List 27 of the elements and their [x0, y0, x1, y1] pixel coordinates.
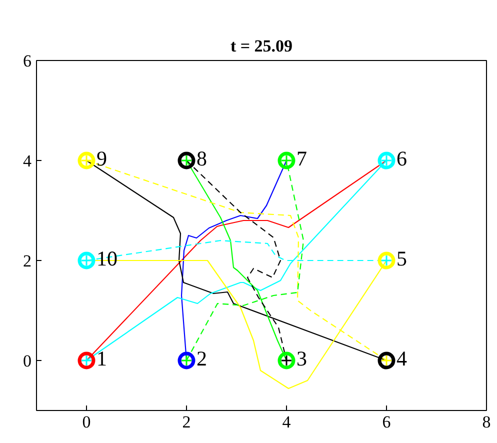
x-tick-label: 2 — [182, 412, 191, 432]
annotation: 2 — [196, 346, 207, 370]
y-tick-label: 0 — [23, 352, 32, 370]
annotation: 6 — [396, 146, 407, 170]
annotation: 1 — [96, 346, 107, 370]
annotation: 7 — [296, 146, 307, 170]
annotation: 9 — [96, 146, 107, 170]
point — [178, 152, 196, 170]
point — [378, 352, 396, 370]
point — [378, 252, 396, 270]
annotation: 8 — [196, 146, 207, 170]
chart-title: t = 25.09 — [230, 36, 293, 56]
y-tick-label: 4 — [23, 152, 32, 170]
point — [178, 352, 196, 370]
point — [78, 352, 96, 370]
x-tick-label: 6 — [382, 412, 391, 432]
y-tick-label: 2 — [23, 252, 32, 270]
x-tick-label: 4 — [282, 412, 292, 432]
annotation: 5 — [396, 246, 407, 270]
y-tick-label: 6 — [23, 52, 32, 70]
point — [278, 152, 296, 170]
x-tick-label: 0 — [82, 412, 91, 432]
annotation: 4 — [396, 346, 408, 370]
x-tick-label: 8 — [482, 412, 491, 432]
annotation: 3 — [296, 346, 307, 370]
point — [278, 352, 296, 370]
point — [78, 152, 96, 170]
